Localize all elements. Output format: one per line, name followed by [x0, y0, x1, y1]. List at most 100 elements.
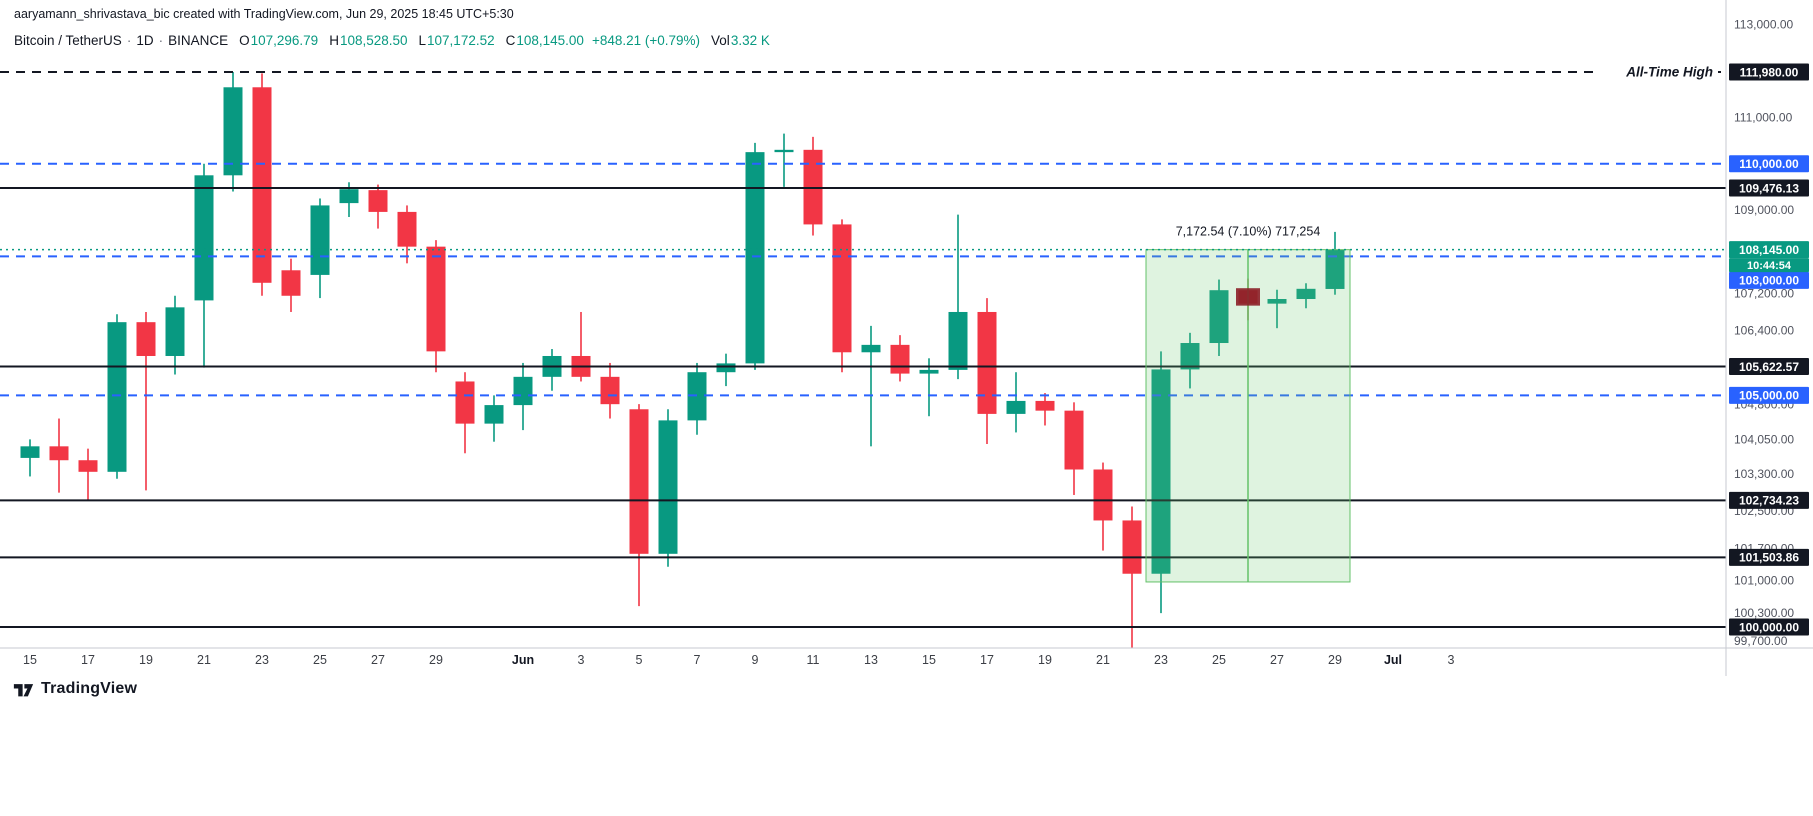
ath-label: All-Time High: [1625, 64, 1713, 79]
time-axis-tick: 13: [864, 653, 878, 667]
price-level-badge: 110,000.00: [1739, 157, 1799, 171]
open-value: 107,296.79: [250, 33, 319, 48]
exchange-label: BINANCE: [168, 33, 229, 48]
price-level-badge: 108,000.00: [1739, 274, 1799, 288]
time-axis-tick: 23: [255, 653, 269, 667]
time-axis-tick: Jul: [1384, 653, 1402, 667]
candle-body: [1035, 400, 1055, 411]
time-axis-tick: 23: [1154, 653, 1168, 667]
ath-label-bg: [1597, 61, 1718, 82]
candle-body: [20, 446, 40, 458]
time-axis-tick: 3: [1448, 653, 1455, 667]
candle-body: [339, 189, 359, 204]
time-axis-tick: 25: [1212, 653, 1226, 667]
time-axis-tick: 17: [980, 653, 994, 667]
price-axis-tick: 100,300.00: [1734, 606, 1794, 620]
candle-body: [165, 307, 185, 356]
candle-body: [107, 322, 127, 472]
price-range-label: 7,172.54 (7.10%) 717,254: [1176, 225, 1321, 239]
current-price-badge: 108,145.00: [1739, 243, 1799, 257]
candle-body: [484, 405, 504, 424]
price-axis-tick: 111,000.00: [1734, 110, 1793, 124]
ohlc-close: C108,145.00: [506, 33, 584, 48]
price-level-badge: 101,503.86: [1739, 551, 1799, 565]
time-axis-tick: 11: [807, 653, 820, 667]
candle-body: [832, 224, 852, 353]
candle-body: [1180, 343, 1200, 370]
volume-value: 3.32 K: [730, 33, 770, 48]
price-axis-tick: 107,200.00: [1734, 286, 1794, 300]
price-level-badge-bg: [1729, 386, 1809, 404]
time-axis-tick: 21: [197, 653, 211, 667]
candle-body: [252, 87, 272, 283]
price-level-badge-bg: [1729, 271, 1809, 289]
time-axis-tick: 27: [1270, 653, 1284, 667]
candle-body: [194, 175, 214, 301]
price-axis-area[interactable]: [1727, 0, 1813, 816]
candle-body: [658, 420, 678, 554]
low-label: L: [418, 33, 427, 48]
tradingview-logo-icon: [13, 684, 34, 697]
price-level-badge-bg: [1729, 491, 1809, 509]
time-axis-tick: 19: [1038, 653, 1052, 667]
candle-body: [1267, 299, 1287, 304]
candle-body: [310, 205, 330, 275]
time-axis-tick: 5: [636, 653, 643, 667]
price-level-badge: 102,734.23: [1739, 494, 1799, 508]
candle-body: [716, 363, 736, 373]
candle-body: [368, 190, 388, 212]
candle-body: [223, 87, 243, 176]
time-axis-tick: 19: [139, 653, 153, 667]
tradingview-wordmark: TradingView: [41, 679, 138, 697]
price-level-badge-bg: [1729, 358, 1809, 376]
candle-body: [861, 344, 881, 353]
price-axis-tick: 101,000.00: [1734, 574, 1794, 588]
price-level-badge-bg: [1729, 63, 1809, 81]
candle-body: [1064, 410, 1084, 470]
tradingview-logo[interactable]: TradingView: [13, 678, 137, 699]
time-axis-tick: 3: [578, 653, 585, 667]
candle-body: [397, 211, 417, 247]
candle-body: [890, 344, 910, 374]
price-level-badge-bg: [1729, 179, 1809, 197]
separator-dot: ·: [126, 33, 132, 48]
high-value: 108,528.50: [339, 33, 408, 48]
time-axis-tick: 21: [1096, 653, 1110, 667]
candle-body: [1093, 469, 1113, 521]
close-value: 108,145.00: [516, 33, 584, 48]
price-level-badge: 111,980.00: [1740, 65, 1799, 79]
candle-body: [1325, 249, 1345, 289]
current-price-badge-bg: [1729, 241, 1809, 259]
candle-body: [136, 322, 156, 356]
symbol-name[interactable]: Bitcoin / TetherUS: [14, 33, 122, 48]
price-axis-tick: 113,000.00: [1734, 18, 1793, 32]
price-axis-tick: 99,700.00: [1734, 634, 1788, 648]
volume-readout: Vol3.32 K: [711, 33, 770, 48]
time-axis-tick: Jun: [512, 653, 534, 667]
time-axis-tick: 29: [1328, 653, 1342, 667]
time-axis-tick: 7: [694, 653, 701, 667]
candle-body: [1006, 400, 1026, 414]
time-axis-tick: 27: [371, 653, 385, 667]
price-level-badge: 109,476.13: [1739, 181, 1799, 195]
interval-label[interactable]: 1D: [136, 33, 154, 48]
change-value: +848.21 (+0.79%): [591, 33, 701, 48]
close-label: C: [505, 33, 516, 48]
time-axis-tick: 15: [922, 653, 936, 667]
candle-body: [1296, 288, 1316, 300]
candle-body: [455, 381, 475, 424]
chart-legend: Bitcoin / TetherUS · 1D · BINANCE O107,296.79…: [14, 33, 770, 48]
candle-body: [948, 311, 968, 370]
price-level-badge: 105,622.57: [1739, 360, 1799, 374]
open-label: O: [239, 33, 250, 48]
candle-body: [600, 376, 620, 405]
time-axis-tick: 25: [313, 653, 327, 667]
low-value: 107,172.52: [427, 33, 495, 48]
candle-body: [774, 149, 794, 153]
price-level-badge: 100,000.00: [1739, 620, 1799, 634]
countdown-badge-bg: [1729, 258, 1809, 273]
countdown-badge: 10:44:54: [1747, 260, 1792, 272]
price-level-badge-bg: [1729, 618, 1809, 636]
